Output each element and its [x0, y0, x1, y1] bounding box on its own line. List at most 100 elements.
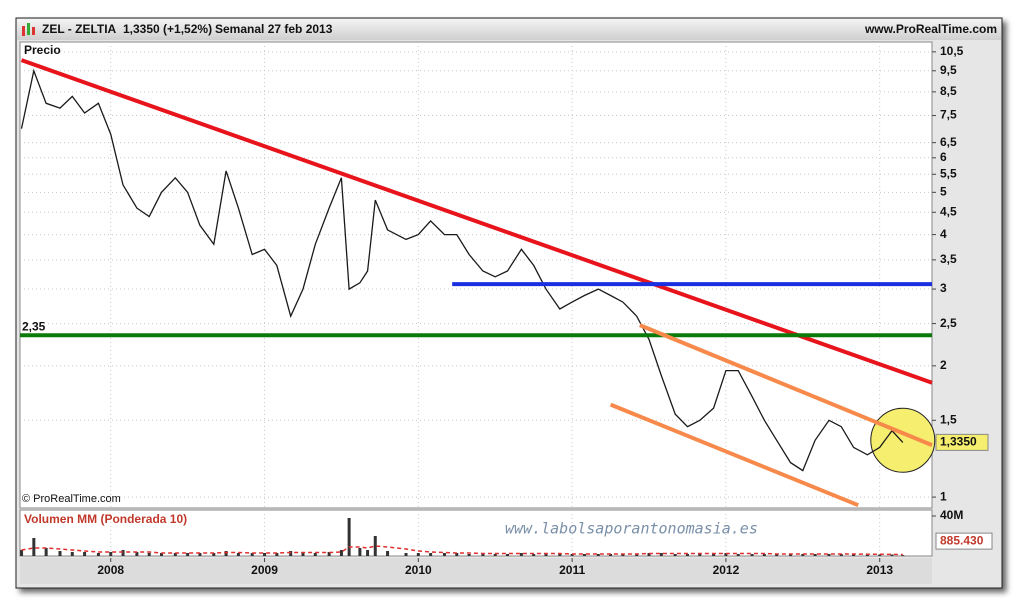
volume-bar	[121, 550, 125, 556]
volume-bar	[901, 555, 905, 556]
volume-bar	[32, 538, 36, 556]
volume-bar	[275, 553, 279, 556]
volume-bar	[347, 518, 351, 556]
volume-bar	[878, 554, 882, 556]
volume-bar	[70, 552, 74, 556]
y-tick-label: 9,5	[940, 63, 957, 77]
volume-bar	[58, 551, 62, 556]
y-tick-label: 3,5	[940, 252, 957, 266]
y-tick-label: 8,5	[940, 84, 957, 98]
volume-bar	[621, 554, 625, 556]
y-tick-label: 5,5	[940, 166, 957, 180]
price-tag	[935, 433, 989, 451]
copyright: © ProRealTime.com	[22, 493, 121, 505]
volume-bar	[506, 554, 510, 556]
volume-bar	[442, 553, 446, 556]
volume-bar	[762, 554, 766, 556]
trend-line	[20, 58, 933, 385]
volume-bar	[519, 553, 523, 556]
volume-bar	[147, 553, 151, 556]
volume-bar	[198, 553, 202, 556]
volume-bar	[366, 550, 370, 556]
volume-bar	[890, 554, 894, 556]
volume-bar	[635, 554, 639, 556]
volume-bar	[467, 554, 471, 556]
volume-bar	[789, 554, 793, 556]
x-axis-band	[20, 558, 932, 584]
volume-bar	[544, 554, 548, 556]
trend-line	[639, 323, 933, 447]
x-tick-label: 2008	[97, 563, 124, 577]
volume-bar	[813, 554, 817, 556]
x-tick-label: 2010	[405, 563, 432, 577]
price-line	[20, 68, 904, 472]
volume-bar	[712, 554, 716, 556]
y-tick-label: 4,5	[940, 204, 957, 218]
y-tick-label: 6	[940, 150, 947, 164]
volume-bar	[827, 554, 831, 556]
volume-ma	[21, 545, 903, 556]
volume-bar	[724, 553, 728, 556]
volume-bar	[852, 554, 856, 556]
trend-line	[609, 402, 859, 508]
y-tick-label: 10,5	[940, 44, 964, 58]
y-tick-label: 7,5	[940, 108, 957, 122]
price-panel	[19, 41, 933, 509]
symbol: ZEL - ZELTIA	[42, 22, 117, 36]
volume-bar	[173, 553, 177, 556]
y-tick-label: 4	[940, 227, 947, 241]
volume-bar	[386, 551, 390, 556]
volume-bar	[250, 553, 254, 556]
volume-bar	[647, 553, 651, 556]
volume-bar	[186, 553, 190, 556]
volume-bar	[301, 552, 305, 556]
volume-bar	[404, 553, 408, 556]
period: Semanal 27 feb 2013	[215, 22, 333, 36]
volume-bar	[582, 554, 586, 556]
volume-bar	[685, 554, 689, 556]
volume-bar	[839, 554, 843, 556]
volume-bar	[44, 548, 48, 556]
y-tick-label: 3	[940, 281, 947, 295]
y-tick-label: 2,5	[940, 316, 957, 330]
volume-bar	[373, 536, 377, 556]
volume-bar	[313, 553, 317, 556]
chart-icon	[22, 23, 35, 36]
panel-title: Precio	[24, 43, 61, 57]
price-tag-label: 1,3350	[940, 435, 977, 449]
source-link[interactable]: www.ProRealTime.com	[864, 22, 997, 36]
volume-tag	[935, 532, 993, 550]
watermark[interactable]: www.labolsaporantonomasia.es	[505, 520, 758, 538]
y-tick-label: 1,5	[940, 412, 957, 426]
volume-bar	[135, 552, 139, 556]
volume-bar	[416, 553, 420, 556]
volume-bar	[455, 553, 459, 556]
volume-title: Volumen MM (Ponderada 10)	[24, 512, 187, 526]
volume-bar	[558, 554, 562, 556]
highlight-circle	[870, 407, 936, 473]
volume-bar	[159, 553, 163, 556]
volume-bar	[429, 553, 433, 556]
x-tick-label: 2011	[559, 563, 585, 577]
volume-bar	[96, 553, 100, 556]
volume-bar	[83, 552, 87, 556]
volume-bar	[673, 554, 677, 556]
volume-bar	[775, 554, 779, 556]
volume-bar	[659, 553, 663, 556]
quote: 1,3350 (+1,52%)	[123, 22, 212, 36]
y-tick-label: 6,5	[940, 135, 957, 149]
x-tick-label: 2009	[251, 563, 278, 577]
y-tick-label: 5	[940, 185, 947, 199]
volume-bar	[358, 548, 362, 556]
volume-bar	[236, 553, 240, 556]
volume-bar	[109, 552, 113, 556]
volume-panel	[19, 509, 933, 557]
y-tick-label: 2	[940, 358, 947, 372]
volume-bar	[736, 554, 740, 556]
volume-bar	[493, 554, 497, 556]
volume-bar	[865, 554, 869, 556]
volume-bar	[339, 550, 343, 556]
trend-line-label: 2,35	[22, 319, 46, 333]
header-bar	[17, 19, 1001, 40]
